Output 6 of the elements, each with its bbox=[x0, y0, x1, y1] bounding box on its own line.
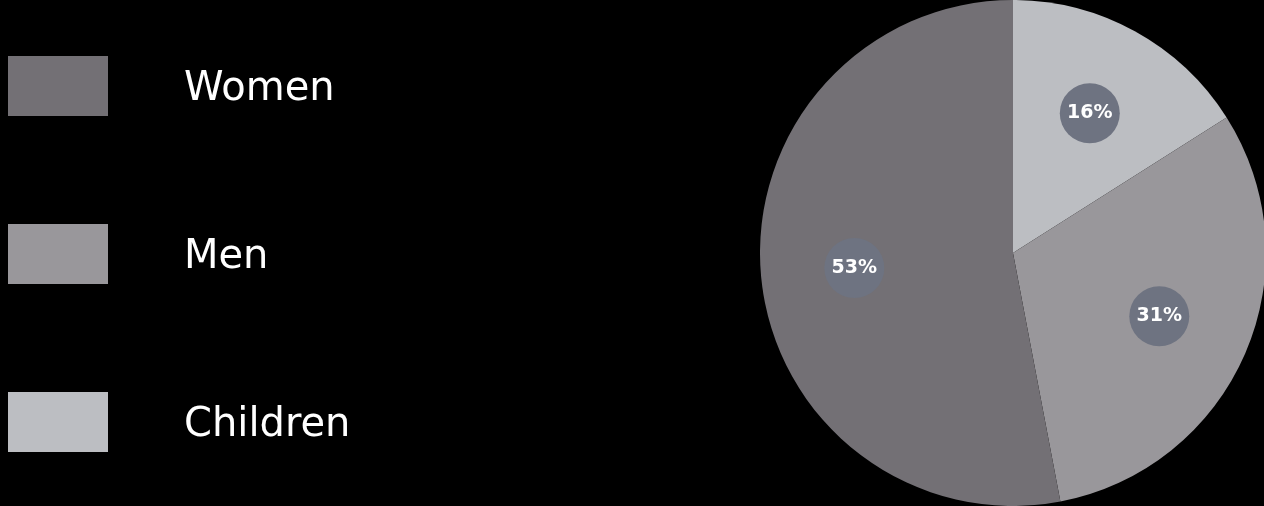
legend-label: Children bbox=[184, 399, 351, 445]
data-label: 53% bbox=[831, 254, 878, 277]
data-label: 31% bbox=[1136, 303, 1183, 326]
legend-label: Men bbox=[184, 231, 269, 277]
data-label: 16% bbox=[1067, 100, 1113, 123]
legend-label: Women bbox=[184, 63, 335, 109]
